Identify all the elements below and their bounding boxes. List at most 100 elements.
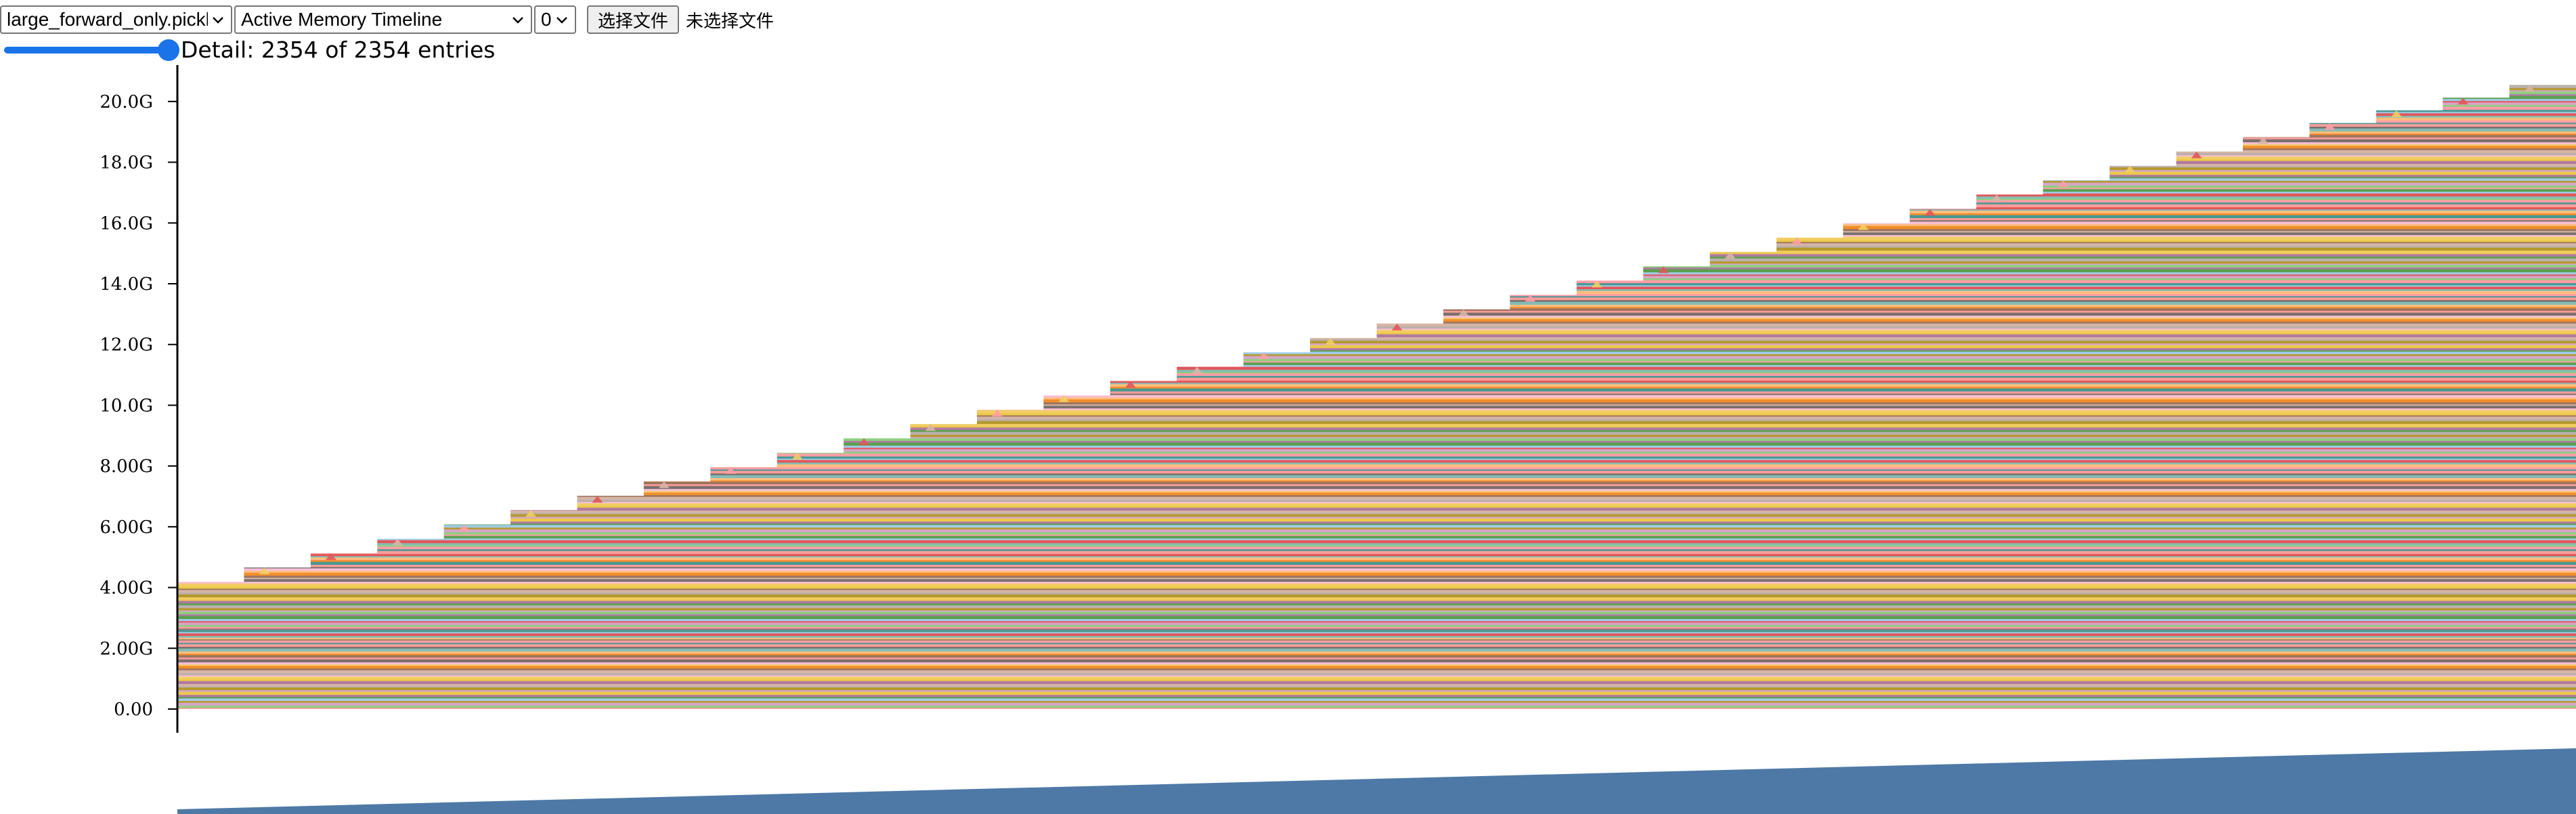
allocation-stripe[interactable] xyxy=(177,263,2576,265)
allocation-stripe[interactable] xyxy=(177,91,2576,95)
allocation-stripe[interactable] xyxy=(177,708,2576,709)
allocation-stripe[interactable] xyxy=(177,586,2576,589)
allocation-stripe[interactable] xyxy=(177,282,2576,286)
allocation-stripe[interactable] xyxy=(177,624,2576,627)
allocation-stripe[interactable] xyxy=(177,583,2576,587)
allocation-stripe[interactable] xyxy=(177,258,2576,262)
allocation-stripe[interactable] xyxy=(177,570,2576,573)
allocation-stripe[interactable] xyxy=(177,416,2576,420)
allocation-stripe[interactable] xyxy=(177,536,2576,539)
allocation-stripe[interactable] xyxy=(177,291,2576,295)
allocation-stripe[interactable] xyxy=(177,423,2576,427)
allocation-stripe[interactable] xyxy=(177,648,2576,652)
allocation-stripe[interactable] xyxy=(177,697,2576,699)
allocation-stripe[interactable] xyxy=(177,654,2576,656)
allocation-stripe[interactable] xyxy=(177,174,2576,177)
allocation-stripe[interactable] xyxy=(177,559,2576,562)
allocation-stripe[interactable] xyxy=(177,267,2576,270)
allocation-stripe[interactable] xyxy=(177,503,2576,507)
allocation-stripe[interactable] xyxy=(177,547,2576,550)
allocation-stripe[interactable] xyxy=(177,700,2576,703)
allocation-stripe[interactable] xyxy=(177,651,2576,654)
allocation-stripe[interactable] xyxy=(177,545,2576,547)
allocation-stripe[interactable] xyxy=(177,662,2576,665)
allocation-stripe[interactable] xyxy=(177,410,2576,414)
allocation-stripe[interactable] xyxy=(177,386,2576,389)
allocation-stripe[interactable] xyxy=(177,664,2576,666)
allocation-stripe[interactable] xyxy=(177,104,2576,107)
allocation-stripe[interactable] xyxy=(177,87,2576,91)
allocation-stripe[interactable] xyxy=(177,366,2576,370)
allocation-stripe[interactable] xyxy=(177,188,2576,190)
allocation-stripe[interactable] xyxy=(177,106,2576,110)
detail-slider[interactable] xyxy=(0,36,179,63)
allocation-stripe[interactable] xyxy=(177,137,2576,140)
allocation-stripe[interactable] xyxy=(177,494,2576,497)
allocation-stripe[interactable] xyxy=(177,666,2576,669)
allocation-stripe[interactable] xyxy=(177,626,2576,630)
allocation-stripe[interactable] xyxy=(177,458,2576,460)
allocation-stripe[interactable] xyxy=(177,361,2576,363)
allocation-stripe[interactable] xyxy=(177,358,2576,362)
allocation-stripe[interactable] xyxy=(177,612,2576,615)
allocation-stripe[interactable] xyxy=(177,523,2576,526)
allocation-stripe[interactable] xyxy=(177,434,2576,437)
allocation-stripe[interactable] xyxy=(177,234,2576,237)
allocation-stripe[interactable] xyxy=(177,286,2576,290)
allocation-stripe[interactable] xyxy=(177,109,2576,112)
allocation-stripe[interactable] xyxy=(177,330,2576,333)
allocation-stripe[interactable] xyxy=(177,603,2576,605)
allocation-stripe[interactable] xyxy=(177,415,2576,417)
allocation-stripe[interactable] xyxy=(177,384,2576,387)
allocation-stripe[interactable] xyxy=(177,189,2576,192)
allocation-stripe[interactable] xyxy=(177,462,2576,465)
allocation-stripe[interactable] xyxy=(177,659,2576,663)
allocation-stripe[interactable] xyxy=(177,171,2576,175)
allocation-stripe[interactable] xyxy=(177,375,2576,378)
allocation-stripe[interactable] xyxy=(177,372,2576,374)
allocation-stripe[interactable] xyxy=(177,152,2576,156)
allocation-stripe[interactable] xyxy=(177,477,2576,481)
allocation-stripe[interactable] xyxy=(177,293,2576,297)
allocation-stripe[interactable] xyxy=(177,668,2576,670)
allocation-stripe[interactable] xyxy=(177,112,2576,114)
allocation-stripe[interactable] xyxy=(177,399,2576,403)
allocation-stripe[interactable] xyxy=(177,167,2576,171)
allocation-stripe[interactable] xyxy=(177,486,2576,490)
allocation-stripe[interactable] xyxy=(177,426,2576,428)
allocation-stripe[interactable] xyxy=(177,274,2576,276)
allocation-stripe[interactable] xyxy=(177,442,2576,446)
allocation-stripe[interactable] xyxy=(177,525,2576,528)
allocation-stripe[interactable] xyxy=(177,575,2576,578)
allocation-stripe[interactable] xyxy=(177,323,2576,327)
allocation-stripe[interactable] xyxy=(177,597,2576,600)
allocation-stripe[interactable] xyxy=(177,502,2576,504)
allocation-stripe[interactable] xyxy=(177,321,2576,324)
allocation-stripe[interactable] xyxy=(177,622,2576,626)
allocation-stripe[interactable] xyxy=(177,637,2576,641)
allocation-stripe[interactable] xyxy=(177,231,2576,233)
allocation-stripe[interactable] xyxy=(177,516,2576,519)
allocation-stripe[interactable] xyxy=(177,507,2576,511)
allocation-stripe[interactable] xyxy=(177,142,2576,145)
allocation-stripe[interactable] xyxy=(177,605,2576,609)
allocation-stripe[interactable] xyxy=(177,207,2576,210)
allocation-stripe[interactable] xyxy=(177,265,2576,268)
allocation-stripe[interactable] xyxy=(177,213,2576,215)
allocation-stripe[interactable] xyxy=(177,437,2576,439)
allocation-stripe[interactable] xyxy=(177,301,2576,305)
allocation-stripe[interactable] xyxy=(177,491,2576,493)
allocation-stripe[interactable] xyxy=(177,319,2576,322)
allocation-stripe[interactable] xyxy=(177,686,2576,688)
allocation-stripe[interactable] xyxy=(177,534,2576,536)
allocation-stripe[interactable] xyxy=(177,404,2576,406)
allocation-stripe[interactable] xyxy=(177,527,2576,530)
allocation-stripe[interactable] xyxy=(177,296,2576,298)
allocation-stripe[interactable] xyxy=(177,228,2576,232)
allocation-stripe[interactable] xyxy=(177,698,2576,702)
allocation-stripe[interactable] xyxy=(177,460,2576,463)
allocation-stripe[interactable] xyxy=(177,185,2576,188)
allocation-stripe[interactable] xyxy=(177,628,2576,630)
allocation-stripe[interactable] xyxy=(177,83,2576,85)
